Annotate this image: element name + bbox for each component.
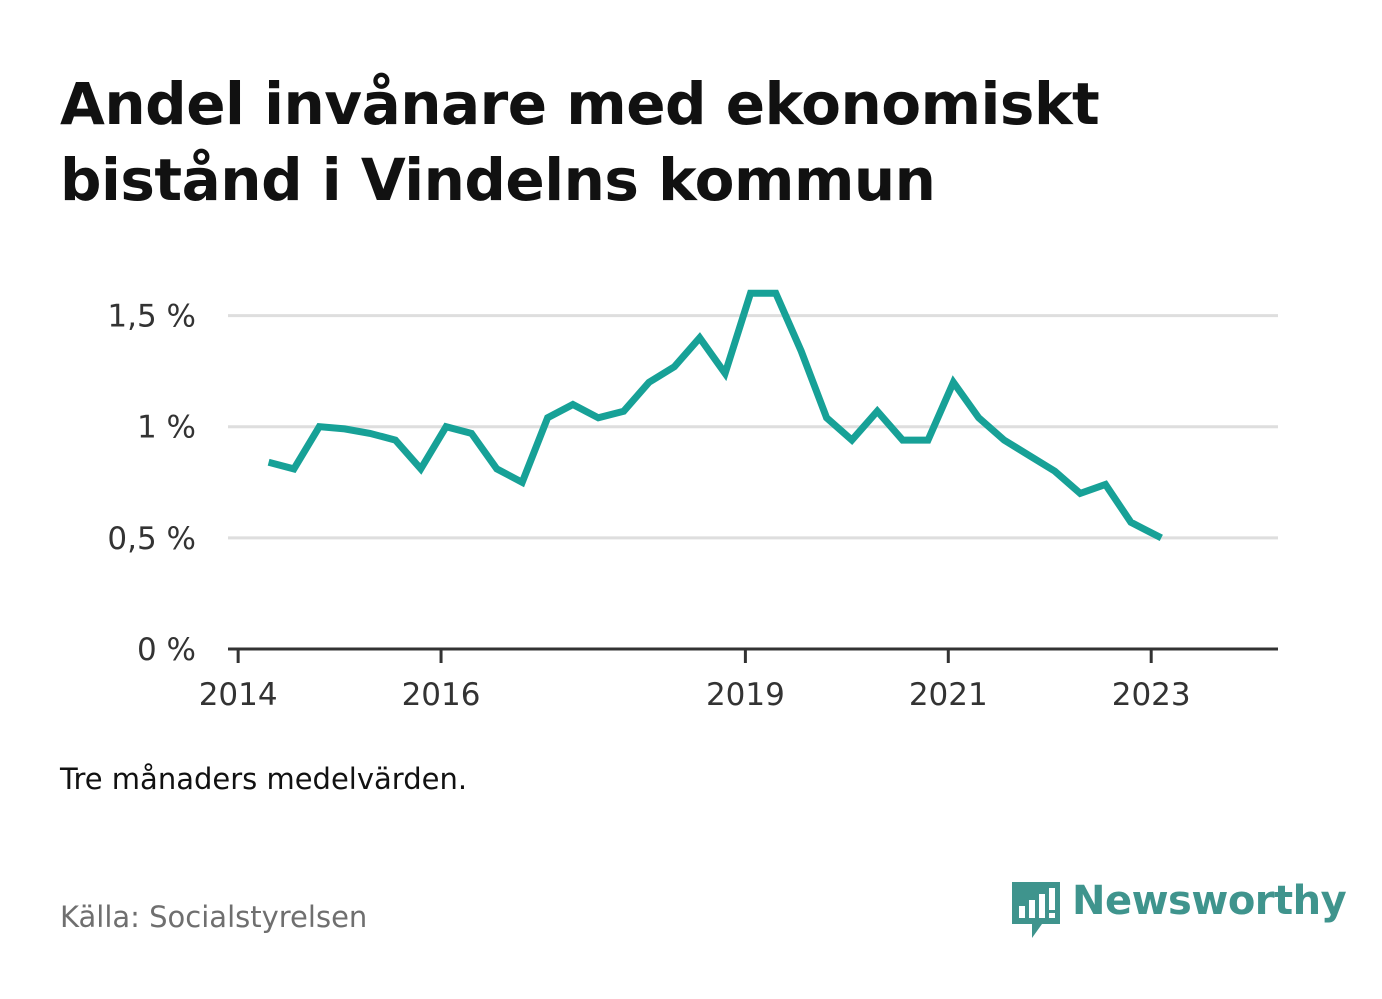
x-tick-label: 2023: [1112, 677, 1191, 713]
chart-title-line-1: Andel invånare med ekonomiskt: [60, 70, 1100, 138]
x-axis: 2014 2016 2019 2021 2023: [199, 647, 1278, 713]
x-tick-label: 2019: [706, 677, 785, 713]
x-tick-label: 2021: [909, 677, 988, 713]
chart-note: Tre månaders medelvärden.: [60, 762, 468, 796]
series-line: [267, 289, 1163, 542]
y-tick-label: 0,5 %: [107, 521, 196, 557]
chart-title: Andel invånare med ekonomiskt bistånd i …: [60, 66, 1260, 218]
brand-logo: Newsworthy: [1010, 878, 1347, 940]
chart-title-line-2: bistånd i Vindelns kommun: [60, 146, 936, 214]
x-tick-label: 2014: [199, 677, 278, 713]
series-layer: [267, 289, 1163, 542]
y-tick-label: 1 %: [137, 410, 196, 446]
brand-name: Newsworthy: [1072, 878, 1347, 924]
line-chart: 0 % 0,5 % 1 % 1,5 % 2014 2016 2019 2021 2023: [107, 289, 1278, 713]
y-tick-label: 0 %: [137, 632, 196, 668]
bar-chart-speech-bubble-icon: [1012, 882, 1060, 938]
x-tick-label: 2016: [402, 677, 481, 713]
y-axis-labels: 0 % 0,5 % 1 % 1,5 %: [107, 299, 196, 668]
gridlines: [228, 314, 1278, 540]
y-tick-label: 1,5 %: [107, 299, 196, 335]
source-text: Källa: Socialstyrelsen: [60, 900, 368, 934]
